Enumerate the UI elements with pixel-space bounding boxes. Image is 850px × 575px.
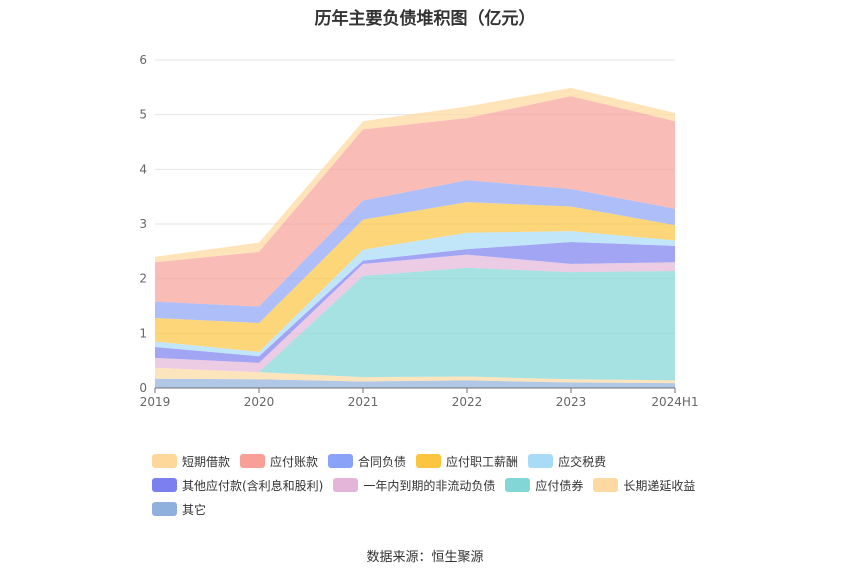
legend-row: 其他应付款(含利息和股利) 一年内到期的非流动负债 应付债券 长期递延收益 bbox=[152, 473, 752, 497]
area-series-应付账款 bbox=[155, 96, 675, 307]
legend-item[interactable]: 长期递延收益 bbox=[593, 477, 695, 494]
y-tick-label: 1 bbox=[139, 326, 147, 340]
axes: 0 1 2 3 4 5 6 2019 2020 2021 2022 2023 2024H1 bbox=[139, 53, 698, 409]
y-tick-label: 6 bbox=[139, 53, 147, 67]
legend-item[interactable]: 应付职工薪酬 bbox=[416, 453, 518, 470]
legend-swatch bbox=[152, 478, 177, 492]
legend-item[interactable]: 合同负债 bbox=[328, 453, 406, 470]
legend-label: 应交税费 bbox=[558, 454, 607, 469]
legend-swatch bbox=[152, 502, 177, 516]
legend-label: 一年内到期的非流动负债 bbox=[363, 478, 496, 493]
legend-label: 应付账款 bbox=[270, 454, 319, 469]
data-source: 数据来源：恒生聚源 bbox=[366, 550, 484, 565]
x-tick-label: 2024H1 bbox=[651, 395, 698, 409]
area-series-其它 bbox=[155, 378, 675, 388]
legend-label: 长期递延收益 bbox=[623, 478, 696, 493]
area-series-短期借款 bbox=[155, 87, 675, 263]
x-tick-label: 2020 bbox=[244, 395, 275, 409]
legend-item[interactable]: 其他应付款(含利息和股利) bbox=[152, 477, 323, 494]
area-series-应付职工薪酬 bbox=[155, 202, 675, 352]
legend-swatch bbox=[240, 454, 266, 468]
chart-title: 历年主要负债堆积图（亿元） bbox=[314, 9, 536, 29]
legend-swatch bbox=[505, 478, 531, 492]
legend-item[interactable]: 应交税费 bbox=[528, 453, 606, 470]
legend-swatch bbox=[328, 454, 354, 468]
area-series-应付债券 bbox=[155, 267, 675, 381]
legend-label: 应付债券 bbox=[535, 478, 584, 493]
area-series-合同负债 bbox=[155, 180, 675, 323]
x-tick-label: 2019 bbox=[140, 395, 171, 409]
x-tick-label: 2022 bbox=[452, 395, 483, 409]
legend-label: 短期借款 bbox=[182, 454, 231, 469]
y-tick-label: 3 bbox=[139, 217, 147, 231]
legend-label: 应付职工薪酬 bbox=[446, 454, 519, 469]
y-tick-label: 2 bbox=[139, 272, 147, 286]
x-tick-label: 2023 bbox=[556, 395, 587, 409]
x-tick-label: 2021 bbox=[348, 395, 379, 409]
legend-item[interactable]: 应付债券 bbox=[505, 477, 583, 494]
y-tick-label: 0 bbox=[139, 381, 147, 395]
legend-row: 短期借款 应付账款 合同负债 应付职工薪酬 应交税费 bbox=[152, 449, 752, 473]
area-series-其他应付款(含利息和股利) bbox=[155, 242, 675, 363]
legend: 短期借款 应付账款 合同负债 应付职工薪酬 应交税费其他应付款(含利息和股利) 一年内到期… bbox=[152, 449, 752, 521]
legend-label: 其它 bbox=[182, 502, 207, 517]
area-series bbox=[155, 87, 675, 388]
legend-item[interactable]: 其它 bbox=[152, 501, 206, 518]
legend-row: 其它 bbox=[152, 497, 752, 521]
legend-item[interactable]: 一年内到期的非流动负债 bbox=[333, 477, 495, 494]
legend-item[interactable]: 应付账款 bbox=[240, 453, 318, 470]
y-tick-label: 5 bbox=[139, 108, 147, 122]
legend-item[interactable]: 短期借款 bbox=[152, 453, 230, 470]
legend-label: 合同负债 bbox=[358, 454, 407, 469]
legend-swatch bbox=[152, 454, 177, 468]
legend-label: 其他应付款(含利息和股利) bbox=[182, 478, 324, 493]
legend-swatch bbox=[593, 478, 619, 492]
area-series-长期递延收益 bbox=[155, 367, 675, 384]
legend-swatch bbox=[528, 454, 554, 468]
y-tick-label: 4 bbox=[139, 162, 147, 176]
area-series-一年内到期的非流动负债 bbox=[155, 254, 675, 373]
legend-swatch bbox=[416, 454, 442, 468]
area-series-应交税费 bbox=[155, 231, 675, 357]
legend-swatch bbox=[333, 478, 359, 492]
